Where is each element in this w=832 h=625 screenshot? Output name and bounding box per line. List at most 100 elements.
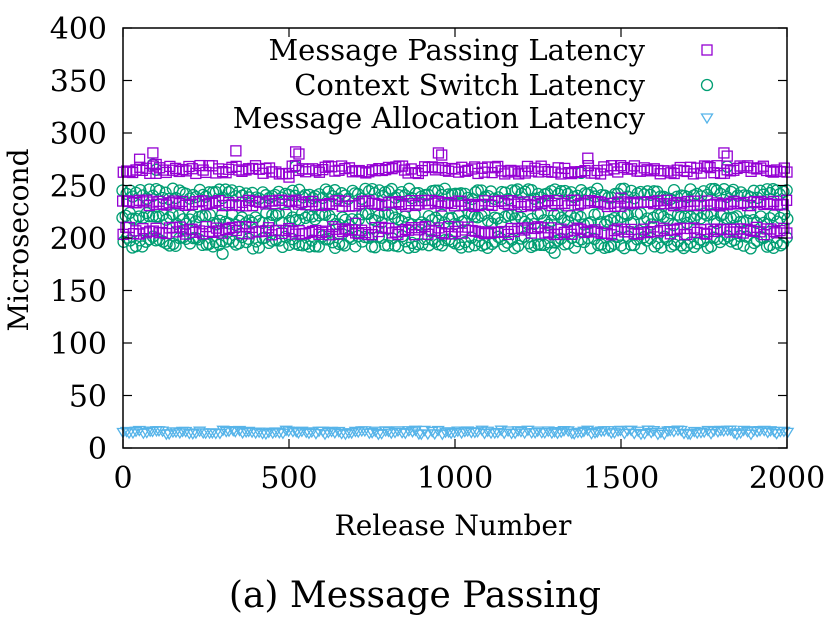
data-point — [431, 425, 445, 437]
data-point — [169, 162, 182, 175]
data-point — [384, 428, 398, 440]
data-point — [678, 165, 690, 177]
data-point — [280, 168, 292, 180]
data-point — [755, 195, 767, 208]
data-point — [613, 425, 628, 437]
data-point — [369, 197, 381, 210]
data-point — [173, 209, 186, 222]
series-0 — [117, 145, 793, 241]
data-point — [684, 161, 697, 173]
data-point — [663, 426, 677, 437]
data-point — [734, 160, 746, 172]
data-point — [412, 167, 424, 180]
data-point — [728, 223, 740, 235]
data-point — [644, 188, 657, 202]
data-point — [260, 198, 272, 210]
data-point — [654, 168, 666, 180]
legend-marker — [701, 44, 713, 56]
data-point — [346, 224, 358, 236]
data-point — [372, 198, 384, 210]
data-point — [518, 215, 531, 229]
data-point — [408, 425, 423, 437]
data-point — [287, 226, 299, 238]
data-point — [525, 183, 538, 197]
data-point — [226, 221, 238, 234]
data-point — [279, 198, 291, 211]
data-point — [615, 160, 627, 172]
data-point — [645, 165, 657, 177]
data-point — [761, 183, 774, 196]
data-point — [668, 167, 680, 180]
data-point — [454, 187, 468, 200]
data-point — [674, 425, 688, 437]
data-point — [306, 225, 319, 238]
data-point — [466, 224, 478, 237]
data-point — [677, 241, 690, 255]
data-point — [747, 426, 761, 437]
data-point — [614, 239, 628, 252]
data-point — [425, 426, 439, 438]
data-point — [617, 182, 631, 195]
data-marks — [116, 145, 795, 441]
legend-label: Message Passing Latency — [268, 33, 645, 67]
data-point — [299, 211, 312, 225]
data-point — [555, 211, 568, 224]
data-point — [126, 428, 140, 440]
data-point — [675, 197, 688, 209]
data-point — [204, 225, 216, 238]
data-point — [169, 427, 183, 439]
data-point — [591, 182, 604, 195]
data-point — [150, 158, 162, 171]
data-point — [477, 428, 492, 440]
data-point — [763, 426, 778, 438]
data-point — [774, 165, 787, 178]
data-point — [671, 208, 685, 221]
data-point — [481, 241, 494, 254]
y-tick-label: 100 — [50, 327, 107, 362]
data-point — [645, 196, 657, 208]
data-point — [502, 199, 514, 211]
data-point — [537, 214, 551, 227]
y-axis-label: Microsecond — [2, 148, 35, 331]
data-point — [444, 428, 458, 440]
y-tick-label: 300 — [50, 117, 107, 152]
data-point — [346, 166, 359, 178]
data-point — [687, 168, 700, 180]
data-point — [147, 147, 159, 159]
data-point — [206, 160, 219, 172]
data-point — [502, 228, 514, 241]
data-point — [505, 222, 517, 235]
data-point — [263, 162, 276, 174]
data-point — [183, 213, 196, 226]
data-point — [213, 238, 226, 251]
data-point — [336, 211, 349, 224]
data-point — [481, 214, 495, 227]
data-point — [351, 427, 365, 439]
series-1 — [116, 158, 794, 260]
data-point — [216, 247, 229, 260]
data-point — [233, 214, 246, 227]
data-point — [684, 183, 697, 196]
data-point — [538, 428, 552, 440]
data-point — [316, 226, 328, 239]
data-point — [574, 427, 589, 439]
data-point — [338, 429, 353, 441]
data-point — [239, 187, 253, 200]
data-point — [133, 234, 147, 247]
data-point — [328, 428, 342, 440]
data-point — [189, 226, 202, 238]
data-point — [249, 160, 262, 172]
data-point — [648, 240, 661, 253]
data-point — [329, 241, 342, 254]
data-point — [561, 426, 575, 438]
data-point — [590, 427, 604, 439]
data-point — [321, 427, 335, 439]
data-point — [714, 167, 727, 180]
data-point — [319, 183, 332, 196]
data-point — [203, 237, 216, 251]
data-point — [219, 183, 232, 196]
data-point — [671, 164, 683, 176]
data-point — [169, 239, 182, 252]
